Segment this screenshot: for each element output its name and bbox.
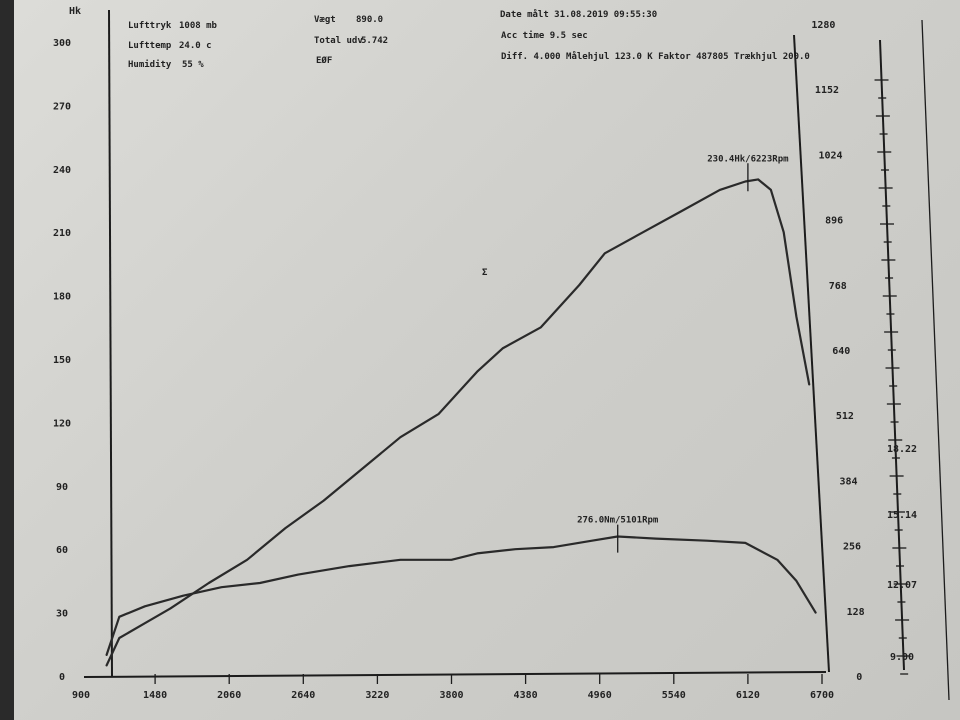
- total-udv-value: 5.742: [361, 36, 388, 46]
- y-right-tick-label: 1152: [815, 85, 839, 96]
- x-tick-label: 3800: [439, 690, 463, 701]
- margin-line: [921, 19, 950, 701]
- vaegt-value: 890.0: [356, 15, 383, 25]
- left-y-axis: [108, 9, 113, 677]
- x-tick-label: 2640: [291, 690, 315, 701]
- acc-time-text: Acc time 9.5 sec: [501, 30, 588, 41]
- x-tick-label: 6120: [736, 690, 760, 701]
- annotation-label: 276.0Nm/5101Rpm: [577, 516, 659, 526]
- y-left-tick-label: 270: [53, 101, 71, 112]
- annotations: 230.4Hk/6223Rpm 276.0Nm/5101Rpm: [577, 154, 789, 553]
- y-right-tick-label: 0: [856, 672, 862, 683]
- annotation-label: 230.4Hk/6223Rpm: [707, 154, 789, 164]
- lufttryk-value: 1008 mb: [179, 21, 218, 31]
- lufttemp-label: Lufttemp: [128, 41, 172, 51]
- y-left-tick-label: 150: [53, 355, 71, 366]
- y-right2-tick-label: 15.14: [887, 510, 917, 521]
- x-tick-label: 3220: [365, 690, 389, 701]
- y-right2-tick-label: 9.00: [890, 652, 914, 663]
- series-line-nm: [105, 535, 817, 656]
- header-col1: Lufttryk 1008 mb Lufttemp 24.0 c Humidit…: [128, 21, 218, 70]
- x-tick-label: 2060: [217, 690, 241, 701]
- humidity-label: Humidity: [128, 59, 172, 70]
- lufttryk-label: Lufttryk: [128, 21, 172, 31]
- header-col2: Vægt 890.0 Total udv 5.742 EØF: [314, 15, 388, 66]
- y-right-tick-label: 512: [836, 411, 854, 422]
- y-right-tick-label: 640: [832, 346, 850, 357]
- x-tick-label: 1480: [143, 690, 167, 701]
- y-left-tick-label: 240: [53, 165, 71, 176]
- x-tick-label: 4960: [588, 690, 612, 701]
- y-right-tick-label: 256: [843, 542, 861, 553]
- curves: [105, 178, 817, 667]
- eof-label: EØF: [316, 55, 332, 66]
- dyno-chart: Lufttryk 1008 mb Lufttemp 24.0 c Humidit…: [53, 6, 950, 701]
- vaegt-label: Vægt: [314, 15, 336, 25]
- y-right2-ticks: 9.00 12.07 15.14 18.22: [874, 79, 917, 675]
- y-right-ticks: 0 128 256 384 512 640 768 896 1024 1152 1280: [811, 20, 864, 683]
- diff-text: Diff. 4.000 Målehjul 123.0 K Faktor 4878…: [501, 51, 810, 62]
- dyno-sheet: Lufttryk 1008 mb Lufttemp 24.0 c Humidit…: [14, 0, 960, 720]
- y-left-tick-label: 120: [53, 418, 71, 429]
- x-tick-label: 6700: [810, 690, 834, 701]
- y-right-tick-label: 384: [839, 476, 857, 487]
- y-left-ticks: 0 30 60 90 120 150 180 210 240 270 300: [53, 38, 71, 683]
- series-line-hk: [105, 178, 811, 667]
- x-tick-label: 4380: [514, 690, 538, 701]
- x-tick-label: 900: [72, 690, 90, 701]
- lufttemp-value: 24.0 c: [179, 41, 212, 51]
- header-col3: Date målt 31.08.2019 09:55:30 Acc time 9…: [500, 9, 810, 62]
- x-tick-label: 5540: [662, 690, 686, 701]
- y-right2-tick-label: 18.22: [887, 444, 917, 455]
- x-ticks: 900 1480 2060 2640 3220 3800 4380 4960 5540 6120 6…: [72, 674, 834, 701]
- y-right-tick-label: 1024: [819, 150, 843, 161]
- y-left-tick-label: 0: [59, 672, 65, 683]
- y-right2-tick-label: 12.07: [887, 580, 917, 591]
- y-left-tick-label: 210: [53, 228, 71, 239]
- y-left-tick-label: 60: [56, 545, 68, 556]
- y-right-tick-label: 1280: [811, 20, 835, 31]
- y-left-tick-label: 30: [56, 609, 68, 620]
- stray-mark: Σ: [482, 268, 488, 278]
- y-left-tick-label: 300: [53, 38, 71, 49]
- total-udv-label: Total udv: [314, 36, 363, 46]
- y-right-tick-label: 128: [847, 607, 865, 618]
- y-left-tick-label: 180: [53, 292, 71, 303]
- x-axis: [83, 671, 827, 678]
- y-axis-label: Hk: [69, 6, 81, 17]
- y-left-tick-label: 90: [56, 482, 68, 493]
- humidity-value: 55 %: [182, 60, 204, 70]
- secondary-right-axis: [879, 39, 905, 671]
- y-right-tick-label: 768: [829, 281, 847, 292]
- right-y-axis: [793, 34, 830, 673]
- y-right-tick-label: 896: [825, 216, 843, 227]
- date-text: Date målt 31.08.2019 09:55:30: [500, 9, 657, 20]
